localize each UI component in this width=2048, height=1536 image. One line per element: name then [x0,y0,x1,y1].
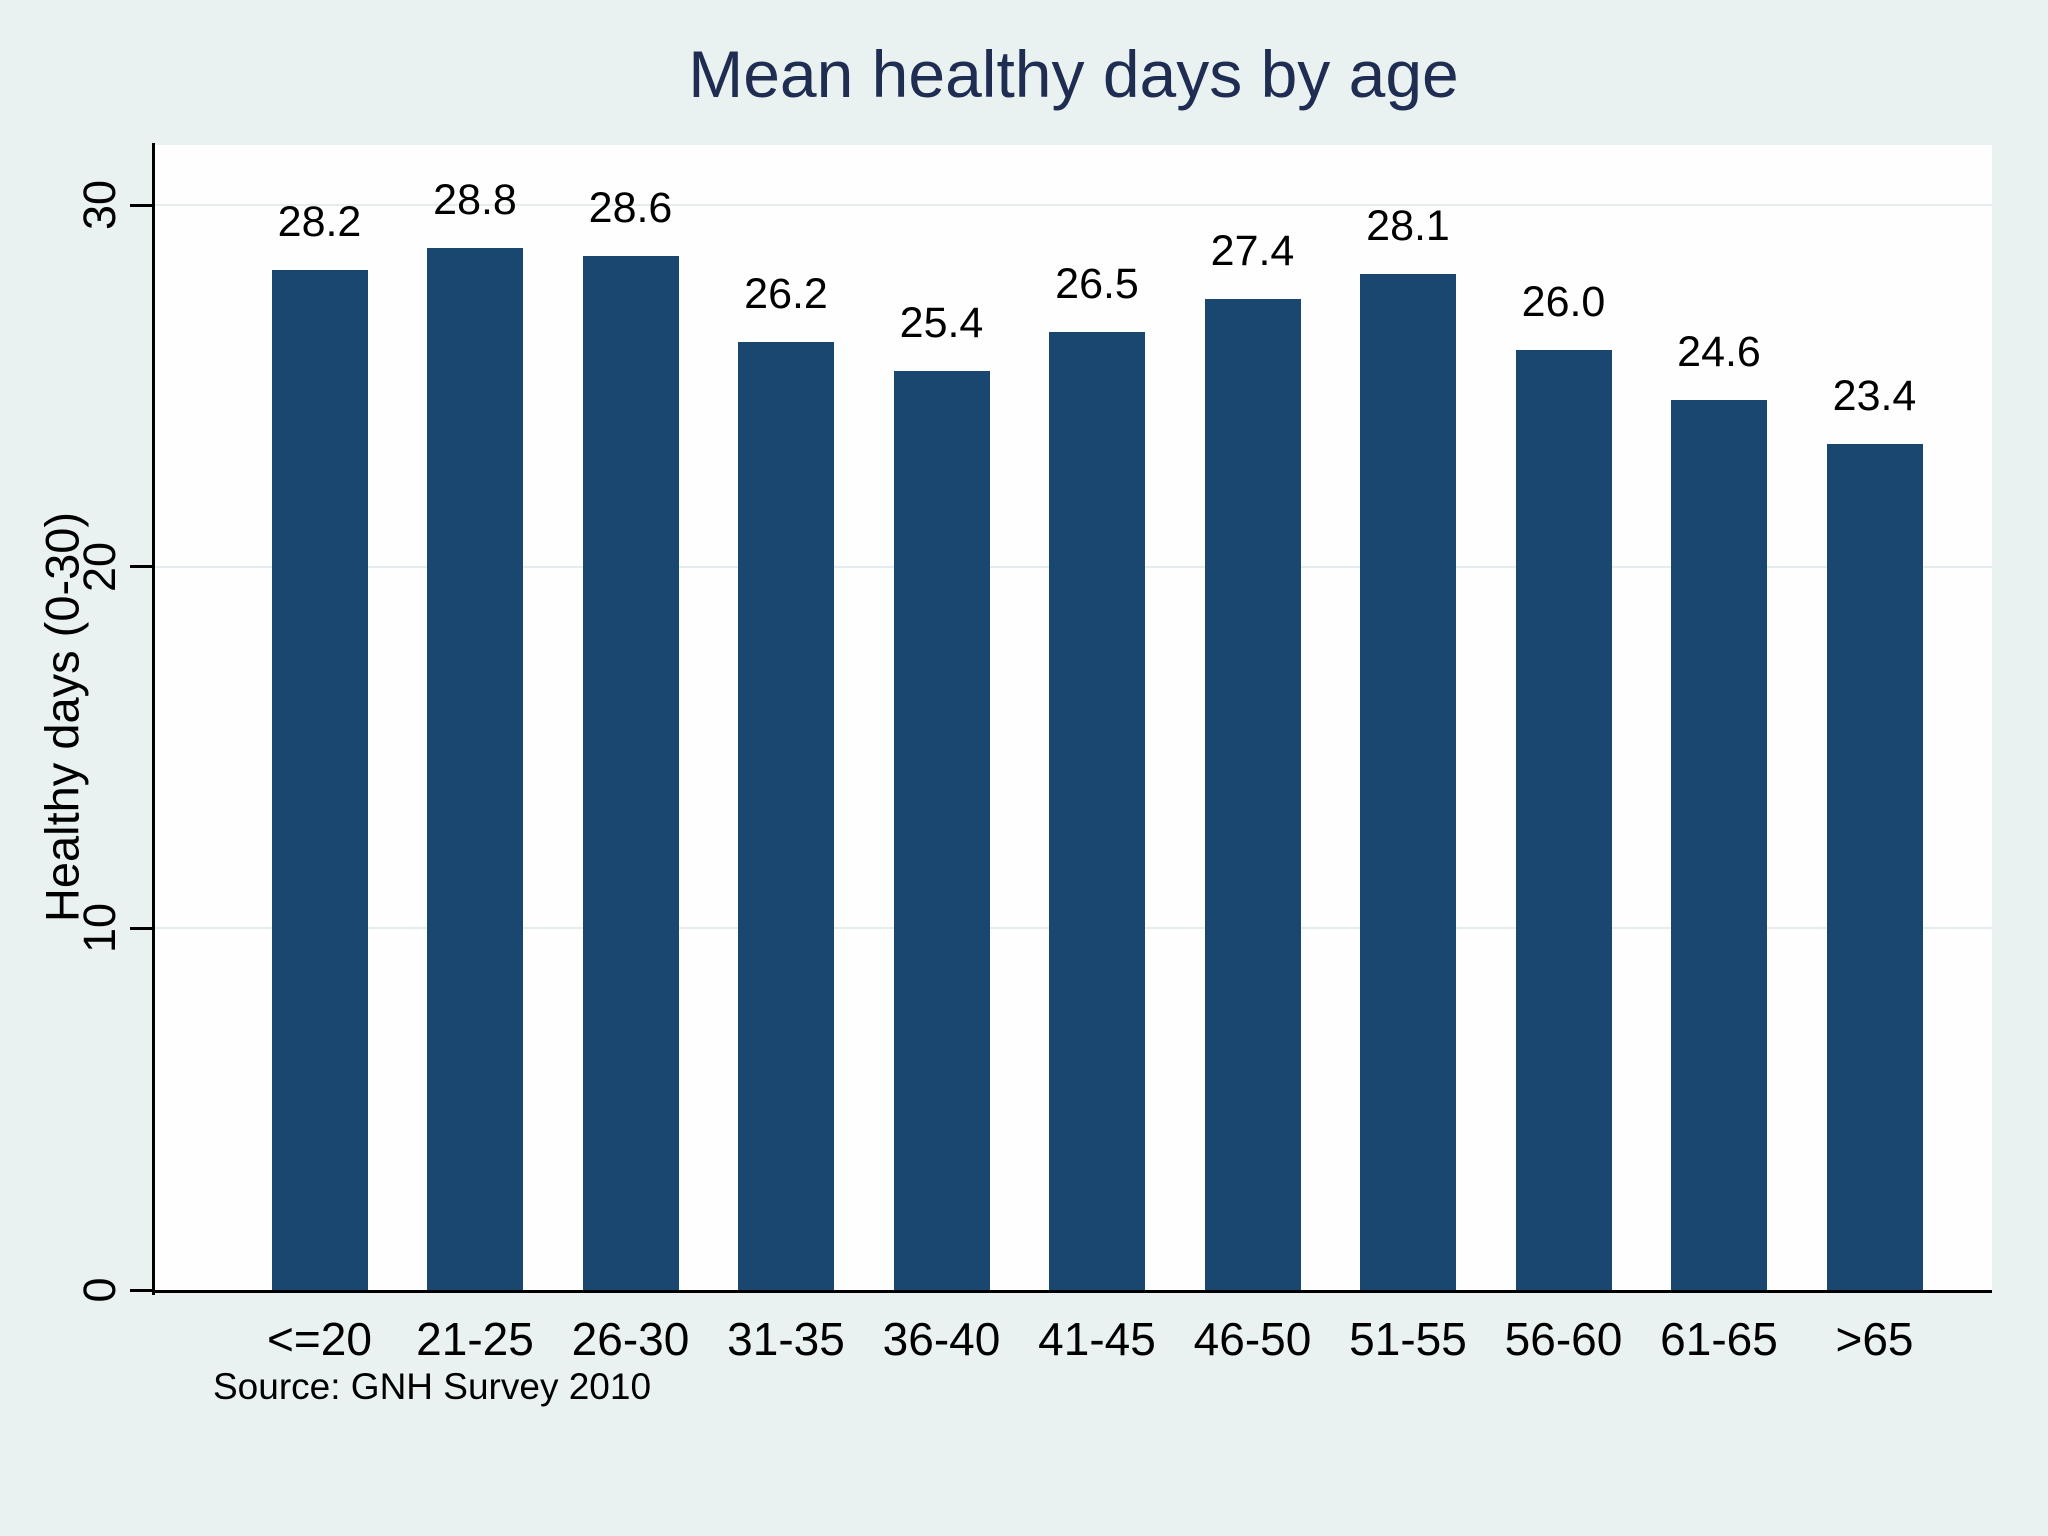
gridline-30 [155,204,1992,206]
y-tick-label-20: 20 [74,541,125,592]
bar-value-label: 26.5 [1055,259,1139,308]
bar-value-label: 25.4 [899,299,984,348]
bar-value-label: 28.8 [433,176,517,225]
y-tick-label-10: 10 [74,903,125,954]
bar-value-label: 27.4 [1210,227,1295,276]
x-tick-label-31-35: 31-35 [727,1313,845,1365]
bar-26-30 [582,255,679,1290]
bar->65 [1826,443,1923,1290]
bar-value-label: 24.6 [1677,328,1761,377]
bar-value-label: 28.1 [1366,201,1450,250]
y-tick-mark-10 [130,926,152,930]
bar-51-55 [1360,273,1456,1290]
bar-41-45 [1049,331,1145,1290]
y-tick-label-30: 30 [74,179,125,231]
source-note: Source: GNH Survey 2010 [213,1366,652,1407]
bar-46-50 [1204,299,1301,1290]
bar-value-label: 28.2 [277,198,362,247]
y-tick-mark-0 [130,1288,152,1292]
x-tick-label-41-45: 41-45 [1038,1313,1156,1365]
y-tick-mark-20 [130,565,152,569]
bar-<=20 [271,270,368,1290]
x-tick-label-51-55: 51-55 [1349,1313,1467,1365]
x-axis-line [152,1290,1992,1293]
x-tick-label-<=20: <=20 [267,1313,372,1365]
y-tick-label-0: 0 [74,1277,125,1303]
x-tick-label->65: >65 [1835,1313,1914,1365]
bar-value-label: 23.4 [1832,371,1917,420]
x-tick-label-56-60: 56-60 [1504,1313,1623,1365]
bar-value-label: 26.0 [1521,277,1606,326]
bar-value-label: 26.2 [744,270,828,319]
y-axis-line [152,143,155,1295]
x-tick-label-61-65: 61-65 [1660,1313,1778,1365]
bar-36-40 [893,371,990,1290]
chart-title: Mean healthy days by age [688,37,1459,111]
x-tick-label-26-30: 26-30 [571,1313,690,1365]
x-tick-label-46-50: 46-50 [1193,1313,1312,1365]
x-tick-label-36-40: 36-40 [882,1313,1001,1365]
bar-56-60 [1515,349,1612,1290]
x-tick-label-21-25: 21-25 [416,1313,534,1365]
bar-31-35 [738,342,834,1290]
y-tick-mark-30 [130,203,152,207]
bar-21-25 [427,248,523,1290]
bar-61-65 [1671,400,1767,1290]
bar-value-label: 28.6 [588,183,673,232]
